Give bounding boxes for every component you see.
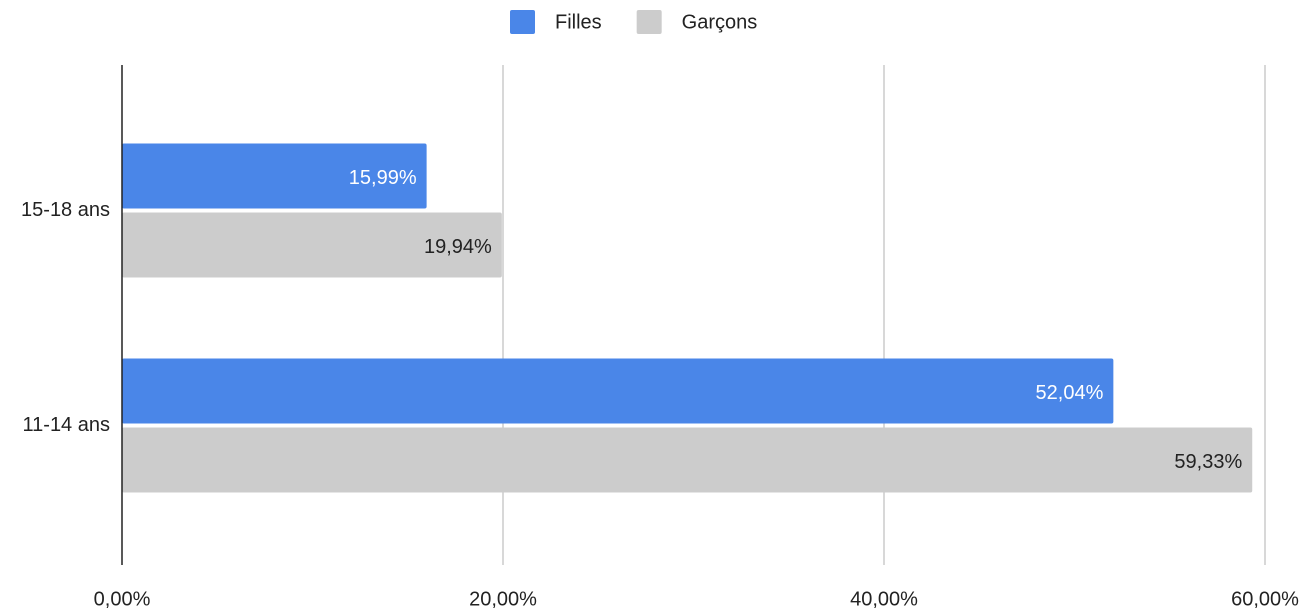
value-label: 52,04% [1036, 382, 1104, 404]
x-tick-label: 0,00% [94, 588, 151, 610]
x-tick-label: 40,00% [850, 588, 918, 610]
value-label: 59,33% [1174, 451, 1242, 473]
legend-label: Filles [555, 11, 602, 33]
bar [122, 358, 1114, 424]
bar [122, 427, 1253, 493]
y-tick-label: 11-14 ans [23, 414, 110, 436]
legend-swatch [636, 10, 662, 34]
legend-swatch [510, 10, 535, 34]
value-label: 15,99% [349, 167, 417, 189]
legend-label: Garçons [682, 11, 758, 33]
y-tick-label: 15-18 ans [21, 199, 110, 221]
bar [122, 212, 502, 278]
value-label: 19,94% [424, 236, 492, 258]
x-tick-label: 20,00% [469, 588, 537, 610]
x-tick-label: 60,00% [1231, 588, 1299, 610]
bar [122, 143, 427, 209]
